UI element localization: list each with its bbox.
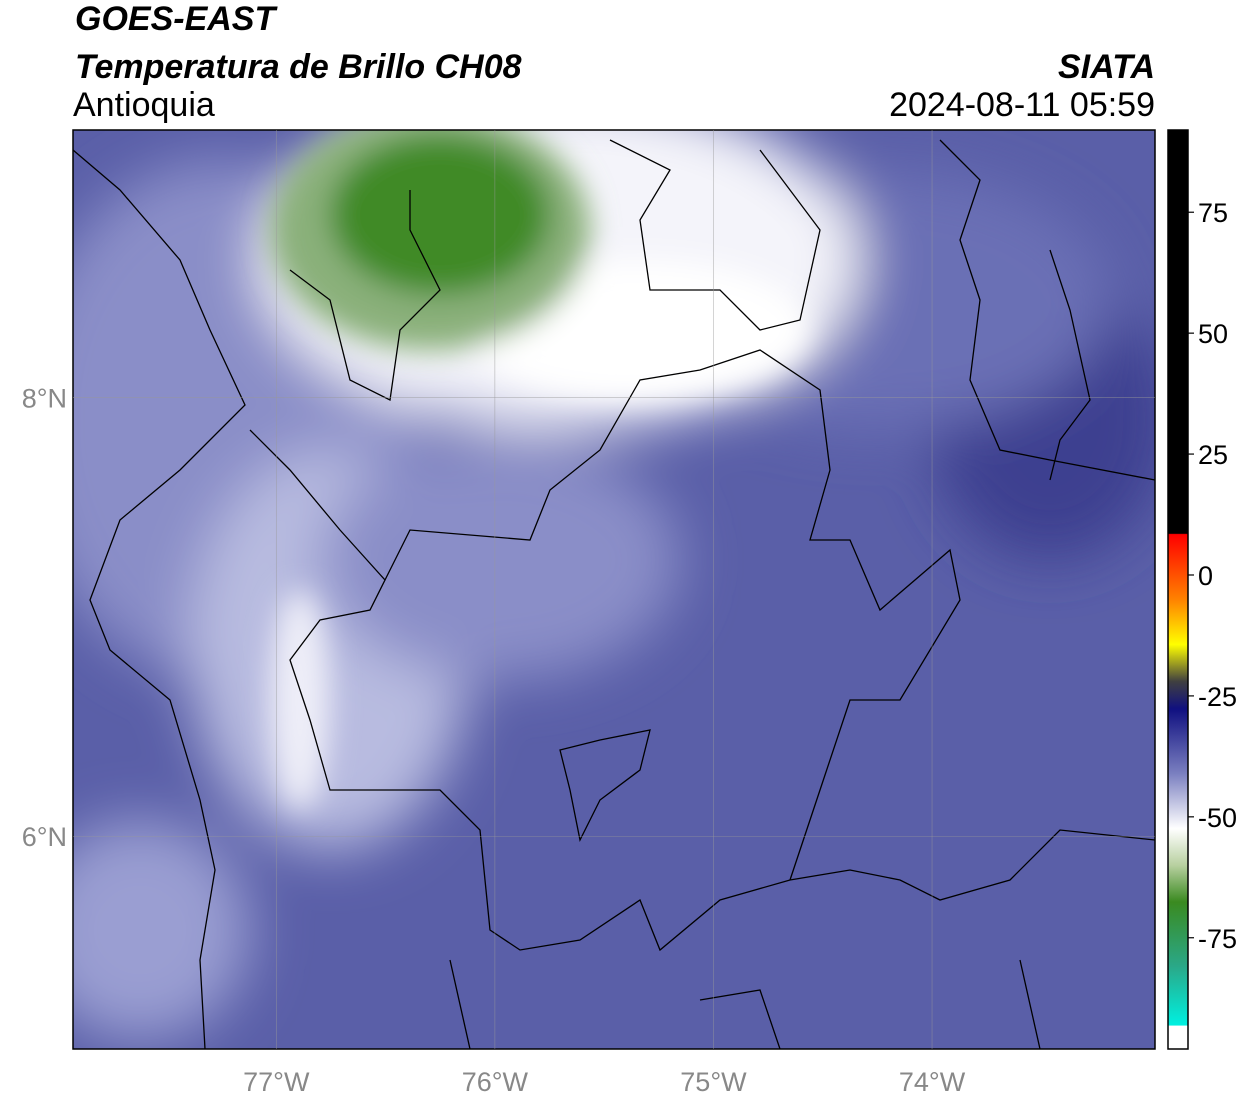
title: GOES-EAST: [75, 0, 278, 38]
y-tick-label: 8°N: [22, 384, 67, 414]
y-tick-label: 6°N: [22, 822, 67, 852]
source: SIATA: [1058, 48, 1155, 86]
colorbar-tick-label: -25: [1198, 682, 1237, 712]
x-tick-label: 76°W: [462, 1067, 529, 1097]
colorbar-tick-label: 50: [1198, 319, 1228, 349]
map-frame: [72, 129, 1156, 1050]
colorbar-tick-label: -75: [1198, 924, 1237, 954]
region: Antioquia: [73, 86, 215, 124]
x-tick-label: 75°W: [680, 1067, 747, 1097]
x-tick-label: 77°W: [243, 1067, 310, 1097]
x-tick-label: 74°W: [899, 1067, 966, 1097]
subtitle: Temperatura de Brillo CH08: [75, 48, 522, 86]
borders: [73, 139, 1155, 1049]
satellite-image: [73, 130, 1155, 1049]
timestamp: 2024-08-11 05:59: [889, 86, 1155, 124]
colorbar-tick-label: 25: [1198, 440, 1228, 470]
colorbar-tick-label: 75: [1198, 198, 1228, 228]
colorbar-tick-label: 0: [1198, 561, 1213, 591]
colorbar-tick-label: -50: [1198, 803, 1237, 833]
colorbar: [1167, 129, 1189, 1050]
